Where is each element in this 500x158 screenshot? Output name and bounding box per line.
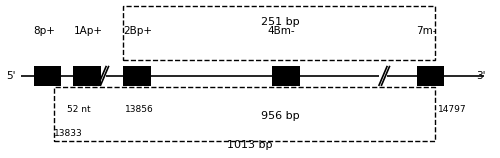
Text: 1Ap+: 1Ap+ [74, 26, 102, 36]
Bar [34, 66, 61, 86]
Text: 4Bm-: 4Bm- [268, 26, 295, 36]
Text: 7m-: 7m- [416, 26, 437, 36]
Text: 2Bp+: 2Bp+ [123, 26, 152, 36]
Text: 251 bp: 251 bp [260, 17, 299, 27]
Text: 13833: 13833 [54, 129, 82, 138]
Bar [272, 66, 299, 86]
Bar [416, 66, 444, 86]
Bar [123, 66, 150, 86]
Text: 8p+: 8p+ [34, 26, 56, 36]
Text: 3': 3' [476, 71, 486, 81]
Text: 52 nt: 52 nt [66, 105, 90, 114]
Text: 956 bp: 956 bp [260, 111, 299, 121]
Text: 14797: 14797 [438, 105, 466, 114]
Text: 5': 5' [6, 71, 16, 81]
Text: 13856: 13856 [124, 105, 154, 114]
Text: 1013 bp: 1013 bp [227, 140, 273, 150]
Bar [74, 66, 101, 86]
